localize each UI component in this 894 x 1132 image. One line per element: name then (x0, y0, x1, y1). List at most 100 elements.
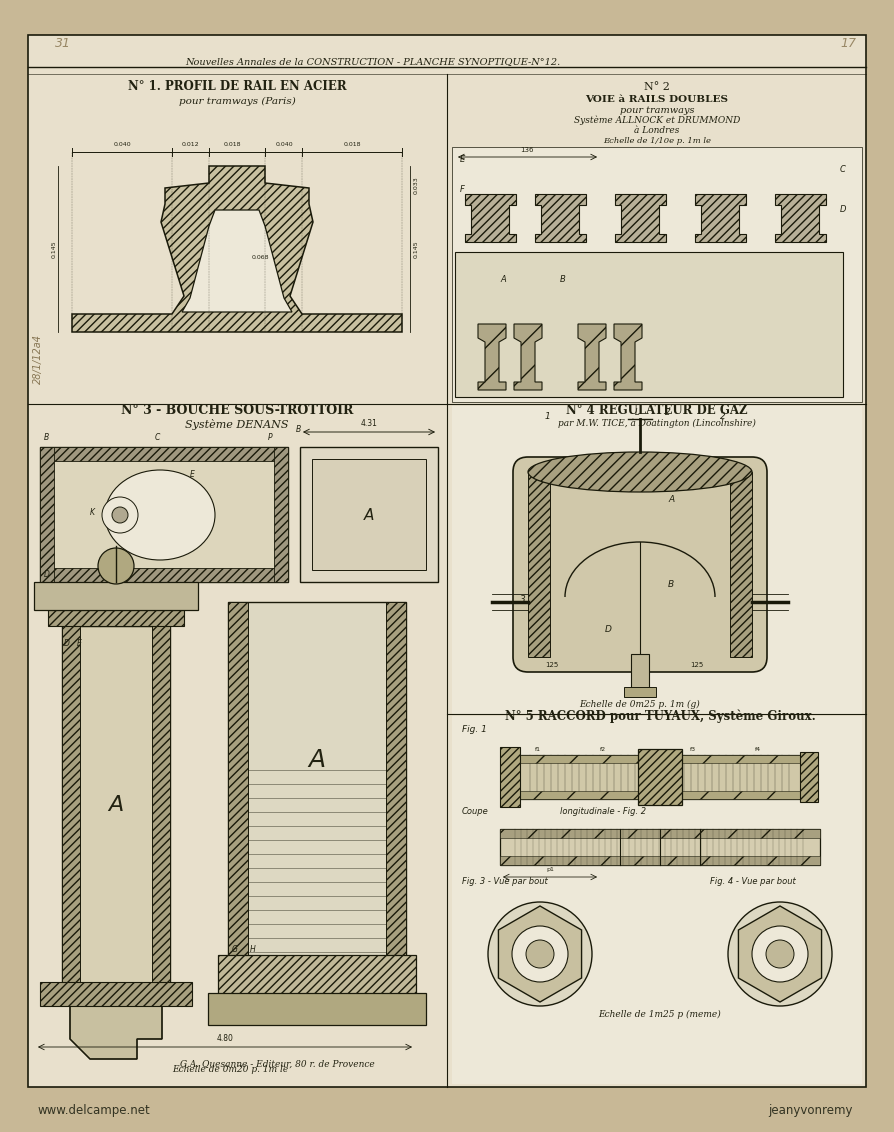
Text: 0.040: 0.040 (275, 142, 293, 147)
Polygon shape (478, 324, 506, 391)
Text: 125: 125 (545, 662, 558, 668)
Text: C: C (840, 165, 846, 174)
Bar (152, 626, 170, 984)
Bar (40, 568, 288, 582)
Bar (452, 717, 862, 1084)
Bar (62, 626, 80, 984)
Circle shape (512, 926, 568, 981)
Circle shape (526, 940, 554, 968)
Text: N° 2: N° 2 (644, 82, 670, 92)
Bar (730, 472, 752, 657)
Bar (40, 447, 288, 461)
Text: A: A (364, 507, 375, 523)
Bar (228, 602, 406, 957)
Text: N° 1. PROFIL DE RAIL EN ACIER: N° 1. PROFIL DE RAIL EN ACIER (128, 80, 346, 93)
Circle shape (752, 926, 808, 981)
Polygon shape (514, 324, 542, 391)
Bar (228, 602, 248, 957)
Bar (500, 747, 520, 807)
Text: p1: p1 (546, 867, 554, 872)
Text: B: B (668, 580, 674, 589)
Text: E: E (460, 155, 465, 164)
Text: 0.040: 0.040 (114, 142, 131, 147)
Ellipse shape (105, 470, 215, 560)
Text: H: H (250, 945, 256, 954)
Text: G: G (232, 945, 238, 954)
Bar (515, 791, 805, 799)
Text: 2: 2 (665, 408, 670, 417)
Text: C: C (155, 434, 160, 441)
Polygon shape (738, 906, 822, 1002)
Text: A: A (500, 275, 506, 284)
Text: Fig. 3 - Vue par bout: Fig. 3 - Vue par bout (462, 877, 548, 886)
Bar (274, 447, 288, 582)
Text: A: A (108, 795, 123, 815)
Polygon shape (465, 195, 516, 242)
Text: Système DENANS: Système DENANS (185, 419, 289, 430)
Text: 125: 125 (690, 662, 704, 668)
Circle shape (728, 902, 832, 1006)
Text: f3: f3 (690, 747, 696, 752)
Bar (452, 406, 862, 714)
Text: N° 4 REGULATEUR DE GAZ: N° 4 REGULATEUR DE GAZ (566, 404, 747, 417)
Text: f1: f1 (535, 747, 541, 752)
Text: 3: 3 (520, 595, 526, 604)
Text: B: B (560, 275, 566, 284)
Polygon shape (70, 1006, 162, 1060)
Bar (528, 472, 550, 657)
Bar (312, 458, 426, 571)
Bar (500, 829, 820, 865)
Bar (631, 654, 649, 689)
Ellipse shape (528, 452, 752, 492)
Bar (40, 447, 54, 582)
Text: 4.80: 4.80 (216, 1034, 233, 1043)
Text: 136: 136 (520, 147, 534, 153)
Text: Fig. 4 - Vue par bout: Fig. 4 - Vue par bout (710, 877, 796, 886)
Text: L: L (635, 408, 639, 417)
Text: D: D (840, 205, 847, 214)
Text: N° 5 RACCORD pour TUYAUX, Système Giroux.: N° 5 RACCORD pour TUYAUX, Système Giroux… (504, 710, 815, 723)
Bar (455, 252, 843, 397)
Bar (62, 626, 170, 984)
Text: 0.033: 0.033 (414, 177, 418, 194)
Text: 1: 1 (545, 412, 551, 421)
Text: Echelle de 0m25 p. 1m (g): Echelle de 0m25 p. 1m (g) (579, 700, 700, 709)
Text: longitudinale - Fig. 2: longitudinale - Fig. 2 (560, 807, 646, 816)
Polygon shape (614, 324, 642, 391)
Text: pour tramways: pour tramways (620, 106, 695, 115)
Text: B: B (44, 434, 49, 441)
Text: B: B (296, 424, 301, 434)
Polygon shape (614, 195, 665, 242)
Text: Echelle de 1/10e p. 1m le: Echelle de 1/10e p. 1m le (603, 137, 711, 145)
Text: Coupe: Coupe (462, 807, 489, 816)
Text: E: E (77, 638, 82, 648)
Text: 4.31: 4.31 (360, 419, 377, 428)
Text: pour tramways (Paris): pour tramways (Paris) (179, 97, 295, 106)
Polygon shape (578, 324, 606, 391)
Text: VOIE à RAILS DOUBLES: VOIE à RAILS DOUBLES (586, 95, 729, 104)
Text: 0.012: 0.012 (181, 142, 198, 147)
Polygon shape (72, 166, 402, 332)
Circle shape (766, 940, 794, 968)
Text: D: D (44, 571, 50, 578)
Bar (34, 582, 198, 610)
Text: K: K (90, 508, 95, 517)
Text: N° 3 - BOUCHE SOUS-TROTTOIR: N° 3 - BOUCHE SOUS-TROTTOIR (121, 404, 353, 417)
Bar (500, 856, 820, 865)
Bar (48, 610, 184, 626)
Text: f2: f2 (600, 747, 606, 752)
Text: A: A (668, 495, 674, 504)
Bar (638, 749, 682, 805)
Bar (452, 147, 862, 402)
Text: 2: 2 (720, 412, 726, 421)
Bar (386, 602, 406, 957)
Text: par M.W. TICE, à Doatington (Lincolnshire): par M.W. TICE, à Doatington (Lincolnshir… (558, 419, 756, 428)
Bar (624, 687, 656, 697)
Text: A: A (308, 748, 325, 772)
Bar (40, 447, 288, 582)
Bar (800, 752, 818, 801)
Text: Fig. 1: Fig. 1 (462, 724, 487, 734)
Bar (40, 981, 192, 1006)
Circle shape (112, 507, 128, 523)
Text: D: D (605, 625, 611, 634)
